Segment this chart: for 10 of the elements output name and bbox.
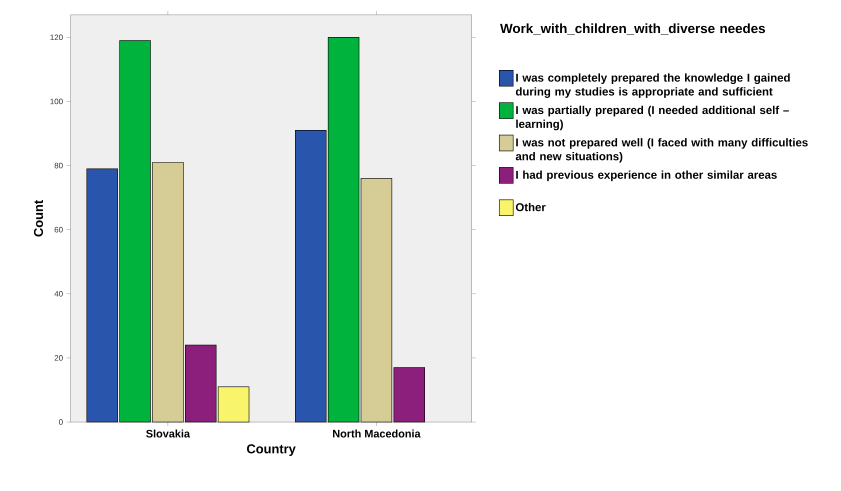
legend-label: Other [516,203,546,212]
legend-title: Work_with_children_with_diverse needes [500,24,766,35]
legend-label: I was completely prepared the knowledge I gained during my studies is appropriate and sufficient [516,74,790,98]
legend-label: I was not prepared well (I faced with many difficulties and new situations) [516,138,808,163]
x-tick-label: North Macedonia [333,430,421,438]
legend-label: I had previous experience in other similar areas [516,170,777,182]
legend-label: I was partially prepared (I needed additional self – learning) [516,106,789,130]
x-tick-label: Slovakia [146,430,190,438]
x-axis-title: Country [247,444,296,456]
y-axis-title: Count [34,200,44,237]
